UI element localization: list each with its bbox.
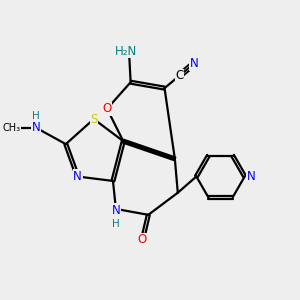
Text: N: N xyxy=(32,122,41,134)
Text: O: O xyxy=(102,102,112,115)
Text: S: S xyxy=(90,112,98,126)
Text: H: H xyxy=(32,110,40,121)
Text: H: H xyxy=(112,219,120,229)
Text: N: N xyxy=(73,170,82,183)
Text: C: C xyxy=(175,69,183,82)
Text: N: N xyxy=(190,57,198,70)
Text: CH₃: CH₃ xyxy=(2,123,20,133)
Text: H₂N: H₂N xyxy=(115,45,137,58)
Text: N: N xyxy=(112,204,120,217)
Text: N: N xyxy=(247,170,256,183)
Text: O: O xyxy=(138,233,147,246)
